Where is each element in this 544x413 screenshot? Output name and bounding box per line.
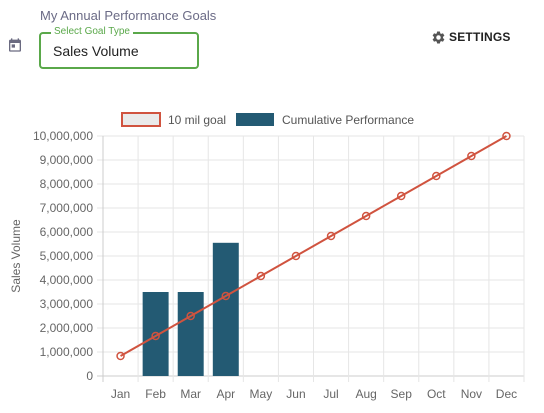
y-tick-label: 4,000,000 — [40, 273, 94, 287]
y-tick-label: 5,000,000 — [40, 249, 94, 263]
x-tick-label: Jul — [323, 387, 338, 401]
x-tick-label: Apr — [216, 387, 235, 401]
goal-point[interactable] — [221, 291, 231, 301]
goal-line — [120, 135, 507, 357]
goal-point[interactable] — [432, 171, 441, 181]
legend-goal-label[interactable]: 10 mil goal — [168, 113, 226, 127]
y-tick-label: 8,000,000 — [40, 177, 94, 191]
y-tick-label: 0 — [86, 369, 93, 383]
x-tick-label: Dec — [496, 387, 517, 401]
x-tick-label: Aug — [355, 387, 376, 401]
performance-bar[interactable] — [177, 292, 204, 376]
legend-goal-swatch[interactable] — [121, 112, 161, 127]
performance-bar[interactable] — [142, 292, 169, 376]
goal-point[interactable] — [326, 231, 336, 241]
settings-button[interactable]: SETTINGS — [431, 28, 511, 46]
goal-type-select[interactable]: Select Goal Type Sales Volume — [39, 26, 199, 69]
y-axis-title: Sales Volume — [9, 219, 23, 293]
settings-label: SETTINGS — [449, 30, 511, 44]
goal-point[interactable] — [467, 151, 476, 161]
goal-type-value: Sales Volume — [53, 43, 139, 59]
y-tick-label: 10,000,000 — [33, 129, 93, 143]
chart-goal-line — [116, 131, 511, 361]
y-tick-label: 3,000,000 — [40, 297, 94, 311]
chart-bars — [142, 242, 239, 376]
goal-point[interactable] — [186, 311, 195, 321]
goal-type-label: Select Goal Type — [51, 26, 133, 38]
chart-axes: 0 1,000,000 2,000,000 3,000,000 4,000,000 5,0… — [33, 129, 517, 401]
performance-bar[interactable] — [212, 242, 239, 376]
goal-point[interactable] — [151, 331, 160, 341]
page-title: My Annual Performance Goals — [40, 8, 217, 23]
legend-performance-swatch[interactable] — [236, 113, 274, 126]
goal-point[interactable] — [291, 251, 301, 261]
goal-point[interactable] — [361, 211, 371, 221]
chart-legend[interactable]: 10 mil goal Cumulative Performance — [121, 112, 414, 127]
gear-icon — [432, 30, 445, 43]
y-tick-label: 2,000,000 — [40, 321, 94, 335]
x-tick-label: Oct — [427, 387, 446, 401]
x-tick-label: May — [250, 387, 273, 401]
x-tick-label: Jan — [111, 387, 130, 401]
goal-point[interactable] — [116, 351, 125, 361]
x-tick-label: Mar — [180, 387, 201, 401]
y-tick-label: 9,000,000 — [40, 153, 94, 167]
y-tick-label: 6,000,000 — [40, 225, 94, 239]
legend-performance-label[interactable]: Cumulative Performance — [282, 113, 414, 127]
goal-point[interactable] — [502, 131, 511, 141]
x-tick-label: Feb — [145, 387, 166, 401]
calendar-icon[interactable] — [7, 37, 23, 53]
y-tick-label: 7,000,000 — [40, 201, 94, 215]
x-tick-label: Jun — [286, 387, 305, 401]
x-tick-label: Nov — [461, 387, 482, 401]
goal-point[interactable] — [256, 271, 266, 281]
x-tick-label: Sep — [391, 387, 413, 401]
y-tick-label: 1,000,000 — [40, 345, 94, 359]
goal-point[interactable] — [396, 191, 406, 201]
